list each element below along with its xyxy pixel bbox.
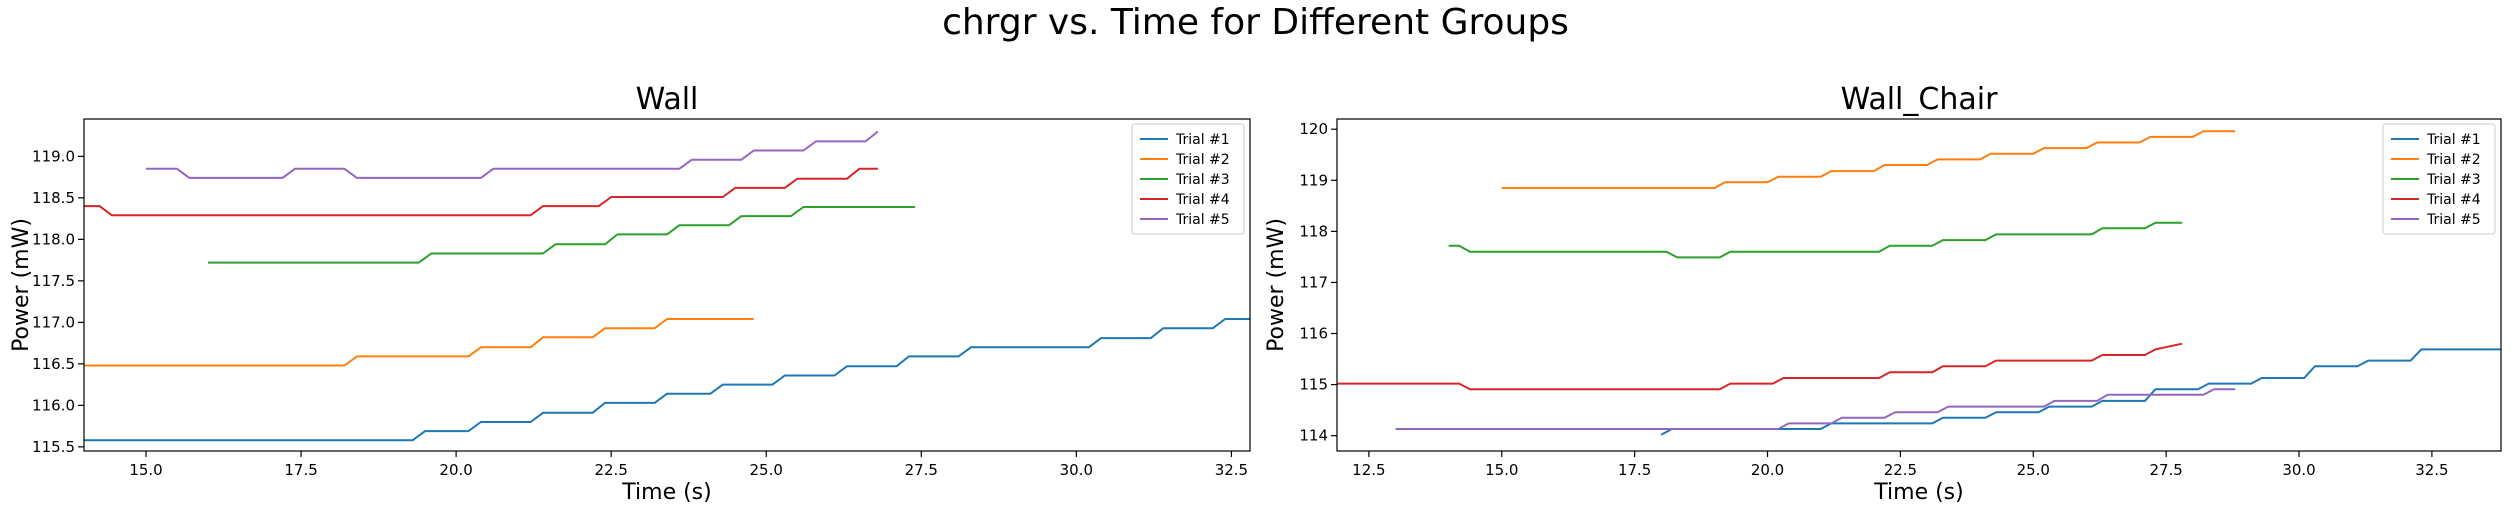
x-tick-label: 15.0 (1485, 461, 1518, 479)
legend: Trial #1 Trial #2 Trial #3 Trial #4 Trial #5 (2382, 123, 2496, 235)
y-axis-label: Power (mW) (1264, 218, 1289, 352)
plot-frame (1336, 118, 2502, 452)
x-tick-label: 20.0 (439, 461, 472, 479)
x-tick-label: 32.5 (1215, 461, 1248, 479)
y-tick-label: 115 (1299, 376, 1328, 394)
legend-entry-label: Trial #1 (2426, 132, 2481, 148)
y-tick-label: 118 (1299, 222, 1328, 240)
chart-wall-chair: Wall_Chair 12.5 15.0 17.5 20.0 22.5 25.0 27.5 30… (1264, 82, 2502, 505)
x-tick-label: 22.5 (594, 461, 627, 479)
legend-entry-label: Trial #3 (1175, 172, 1230, 188)
x-tick-label: 32.5 (2415, 461, 2448, 479)
y-tick-label: 119.0 (32, 147, 75, 165)
subplot-title: Wall_Chair (1841, 82, 1998, 117)
y-tick-label: 118.0 (32, 230, 75, 248)
plot-frame (83, 118, 1251, 452)
chart-wall: Wall 15.0 17.5 20.0 22.5 25.0 27.5 30.0 32.5 115.… (9, 82, 1251, 505)
x-axis-label: Time (s) (1873, 480, 1963, 505)
y-tick-label: 116.0 (32, 396, 75, 414)
series-line-trial-3 (208, 206, 916, 264)
series-line-trial-5 (1395, 388, 2236, 430)
x-tick-label: 25.0 (2017, 461, 2050, 479)
y-tick-label: 117.0 (32, 313, 75, 331)
y-tick-label: 115.5 (32, 438, 75, 456)
series-line-trial-2 (84, 318, 754, 367)
series-line-trial-1 (1660, 348, 2501, 436)
x-tick-label: 12.5 (1352, 461, 1385, 479)
x-tick-label: 22.5 (1884, 461, 1917, 479)
y-tick-label: 119 (1299, 171, 1328, 189)
x-axis-label: Time (s) (621, 480, 711, 505)
y-tick-label: 116 (1299, 325, 1328, 343)
legend-entry-label: Trial #2 (2426, 152, 2481, 168)
x-tick-label: 17.5 (284, 461, 317, 479)
series-line-trial-4 (84, 167, 878, 217)
series-line-trial-3 (1448, 221, 2183, 259)
x-tick-label: 17.5 (1618, 461, 1651, 479)
figure-title: chrgr vs. Time for Different Groups (942, 2, 1569, 43)
x-tick-label: 20.0 (1751, 461, 1784, 479)
series-line-trial-4 (1337, 342, 2183, 391)
y-tick-label: 120 (1299, 120, 1328, 138)
x-tick-label: 30.0 (2282, 461, 2315, 479)
series-line-trial-5 (146, 130, 879, 179)
y-tick-label: 114 (1299, 427, 1328, 445)
legend-entry-label: Trial #1 (1175, 132, 1230, 148)
legend-entry-label: Trial #5 (1175, 212, 1230, 228)
legend: Trial #1 Trial #2 Trial #3 Trial #4 Trial #5 (1131, 123, 1245, 235)
legend-entry-label: Trial #2 (1175, 152, 1230, 168)
legend-entry-label: Trial #4 (1175, 192, 1230, 208)
y-tick-label: 117 (1299, 273, 1328, 291)
series-line-trial-1 (84, 318, 1250, 442)
x-tick-label: 27.5 (2149, 461, 2182, 479)
x-tick-label: 25.0 (750, 461, 783, 479)
x-tick-label: 30.0 (1060, 461, 1093, 479)
y-tick-label: 116.5 (32, 355, 75, 373)
x-tick-label: 15.0 (129, 461, 162, 479)
x-tick-label: 27.5 (905, 461, 938, 479)
y-tick-label: 118.5 (32, 189, 75, 207)
y-axis-label: Power (mW) (9, 218, 34, 352)
y-tick-label: 117.5 (32, 272, 75, 290)
legend-entry-label: Trial #4 (2426, 192, 2481, 208)
legend-entry-label: Trial #5 (2426, 212, 2481, 228)
legend-entry-label: Trial #3 (2426, 172, 2481, 188)
series-line-trial-2 (1501, 130, 2236, 189)
subplot-title: Wall (636, 82, 699, 117)
